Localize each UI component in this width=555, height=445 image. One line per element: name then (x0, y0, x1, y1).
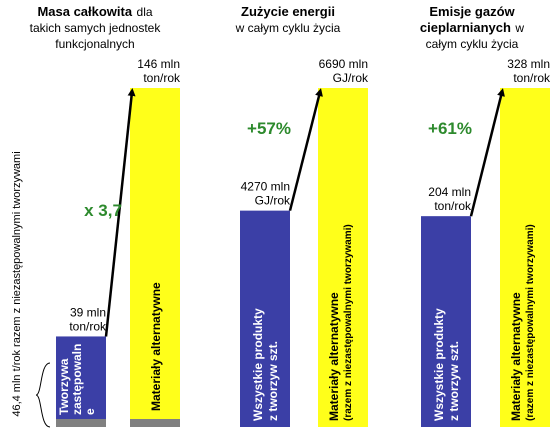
bar-blue-2 (240, 210, 290, 427)
value-unit-small-2: GJ/rok (255, 194, 291, 208)
bar-text-blue-1-line2: zastępowaln (70, 344, 84, 415)
panel1-title-bold: Masa całkowita (37, 4, 132, 19)
panel3-title-line2: cieplarnianych w (420, 19, 525, 36)
panel3-title-inline: w (514, 21, 524, 35)
bar-text-blue-2-line2: z tworzyw szt. (266, 341, 280, 421)
value-label-big-1: 146 mln (137, 57, 180, 71)
value-label-small-2: 4270 mln (241, 180, 290, 194)
value-label-small-3: 204 mln (428, 185, 471, 199)
panel3-title-bold2: cieplarnianych (420, 20, 511, 35)
value-unit-small-3: ton/rok (434, 199, 472, 213)
bar-text-yellow-3-line1: Materiały alternatywne (509, 292, 523, 421)
panel3-title-line3: całym cyklu życia (426, 37, 519, 51)
bar-text-blue-2-line1: Wszystkie produkty (251, 308, 265, 421)
growth-arrow-3 (469, 88, 505, 217)
bar-yellow-2 (318, 88, 368, 427)
bar-text-yellow-3-line2: (razem z niezastępowalnymi tworzywami) (525, 224, 536, 421)
bar-text-blue-1-line3: e (83, 408, 97, 415)
panel3-title-line1: Emisje gazów (429, 4, 515, 19)
change-label-2: +57% (247, 119, 291, 138)
value-unit-big-1: ton/rok (143, 71, 181, 85)
bar-text-blue-3-line1: Wszystkie produkty (432, 308, 446, 421)
panel2-title-line2: w całym cyklu życia (235, 21, 341, 35)
bar-text-blue-1-line1: Tworzywa (57, 358, 71, 415)
change-label-3: +61% (428, 119, 472, 138)
bar-yellow-1 (130, 88, 180, 419)
bar-text-yellow-2-line2: (razem z niezastępowalnymi tworzywami) (343, 224, 354, 421)
bar-base-yellow-1 (130, 419, 180, 427)
bar-yellow-3 (500, 88, 550, 427)
bar-base-blue-1 (56, 419, 106, 427)
value-unit-big-3: ton/rok (513, 71, 551, 85)
change-label-1: x 3,7 (84, 201, 122, 220)
growth-arrow-2 (288, 88, 323, 211)
panel1-title-line1: Masa całkowita dla (37, 3, 152, 20)
panel1-title-inline: dla (137, 5, 153, 19)
side-brace (35, 362, 51, 428)
panel1-title-line2: takich samych jednostek (30, 21, 162, 35)
growth-arrow-1 (104, 88, 136, 337)
value-unit-big-2: GJ/rok (333, 71, 369, 85)
value-label-big-3: 328 mln (507, 57, 550, 71)
bar-blue-1 (56, 336, 106, 419)
panel2-title-bold: Zużycie energii (241, 4, 335, 19)
bar-text-blue-3-line2: z tworzyw szt. (447, 341, 461, 421)
side-annotation: 46,4 mln t/rok razem z niezastępowalnymi… (11, 151, 23, 416)
value-unit-small-1: ton/rok (69, 319, 107, 333)
panel1-title-line3: funkcjonalnych (55, 37, 134, 51)
value-label-big-2: 6690 mln (319, 57, 368, 71)
value-label-small-1: 39 mln (70, 305, 106, 319)
bar-text-yellow-2-line1: Materiały alternatywne (327, 292, 341, 421)
bar-blue-3 (421, 216, 471, 427)
bar-text-yellow-1: Materiały alternatywne (149, 282, 163, 411)
